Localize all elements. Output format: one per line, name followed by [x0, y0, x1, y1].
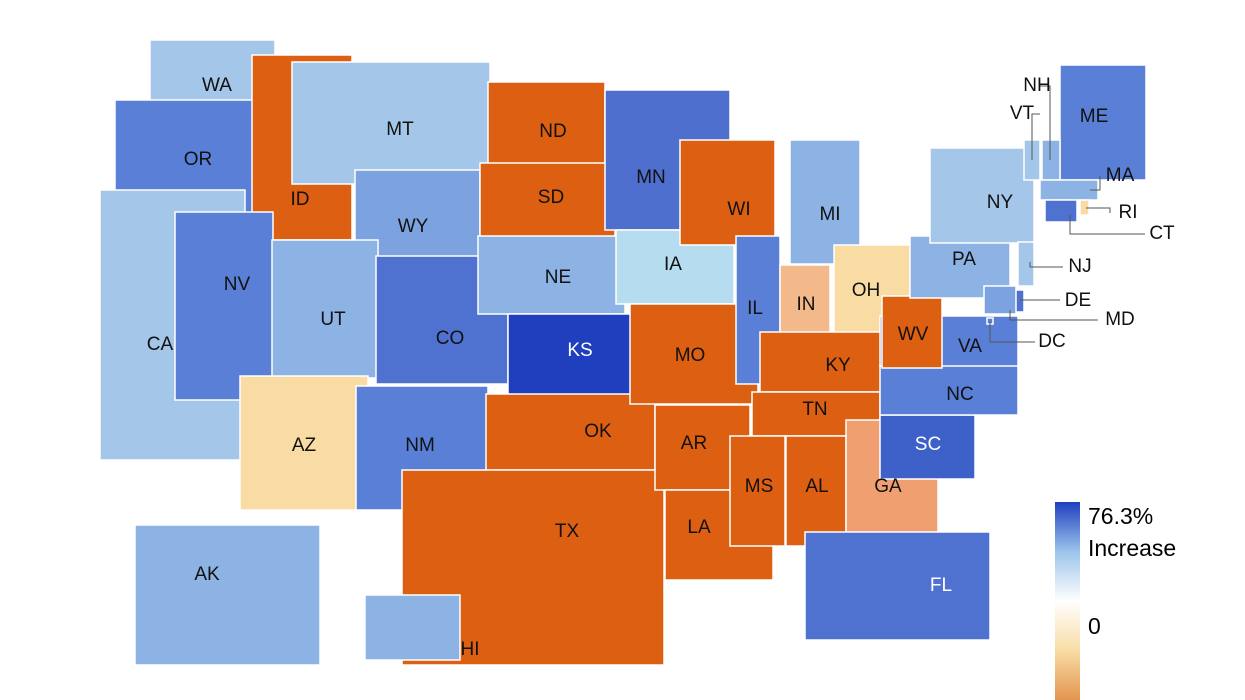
state-label: AR	[681, 433, 707, 454]
state-shape	[174, 211, 274, 401]
legend-max: 76.3%	[1088, 503, 1153, 529]
leader-line	[1029, 262, 1063, 268]
state-label: IL	[747, 298, 763, 319]
state-label: NJ	[1068, 256, 1091, 277]
state-shape	[1044, 199, 1078, 223]
state-label: DC	[1038, 331, 1065, 352]
legend-bar	[1055, 502, 1080, 700]
state-shape	[929, 147, 1035, 244]
state-shape	[804, 531, 991, 641]
leader-line	[1086, 207, 1111, 213]
state-shape	[879, 364, 1019, 416]
leader-line	[989, 322, 1035, 343]
state-shape	[485, 393, 656, 471]
state-shape	[789, 139, 861, 265]
state-label: HI	[461, 639, 480, 660]
legend-zero: 0	[1088, 613, 1101, 639]
state-label: ME	[1080, 106, 1109, 127]
state-shape	[239, 375, 369, 511]
state-label: RI	[1119, 202, 1138, 223]
state-label: ND	[539, 121, 566, 142]
state-shape	[1017, 241, 1035, 287]
state-label: VA	[958, 336, 982, 357]
state-label: PA	[952, 249, 976, 270]
state-label: OK	[584, 421, 612, 442]
state-label: NH	[1023, 75, 1050, 96]
state-label: CO	[436, 328, 465, 349]
legend-caption: Increase	[1088, 535, 1176, 561]
state-label: LA	[687, 517, 711, 538]
state-shape	[729, 435, 786, 547]
state-shape	[364, 594, 461, 661]
state-label: NY	[987, 192, 1014, 213]
state-label: AZ	[292, 435, 317, 456]
state-label: OH	[852, 280, 881, 301]
state-label: TN	[802, 399, 827, 420]
state-shape	[1041, 139, 1061, 181]
state-shape	[134, 524, 321, 666]
state-label: NM	[405, 435, 435, 456]
state-label: CT	[1149, 223, 1175, 244]
state-label: MS	[745, 476, 774, 497]
state-shape	[1059, 64, 1147, 181]
state-label: MT	[386, 119, 414, 140]
state-labels: WA OR CA ID NV MT WY UT AZ CO NM ND SD NE KS OK TX MN IA MO…	[147, 75, 1175, 660]
state-shape	[879, 414, 976, 480]
state-shape	[983, 285, 1017, 315]
state-label: WA	[202, 75, 232, 96]
state-label: VT	[1010, 103, 1035, 124]
leader-line	[1069, 215, 1145, 235]
state-shape	[1039, 179, 1099, 201]
state-label: DE	[1065, 290, 1091, 311]
state-label: KY	[825, 355, 851, 376]
state-label: MO	[675, 345, 706, 366]
state-label: FL	[930, 575, 952, 596]
state-label: WY	[398, 216, 429, 237]
leader-line	[1090, 176, 1101, 191]
state-label: CA	[147, 334, 174, 355]
state-label: WV	[898, 324, 929, 345]
state-label: MI	[819, 204, 840, 225]
state-label: NE	[545, 267, 571, 288]
state-shape	[881, 295, 943, 369]
state-label: GA	[874, 476, 902, 497]
state-label: TX	[555, 521, 580, 542]
states	[99, 39, 1147, 666]
state-label: AK	[194, 564, 220, 585]
state-label: SD	[538, 187, 564, 208]
state-label: MN	[636, 167, 666, 188]
state-shape	[785, 435, 847, 547]
state-shape	[759, 331, 889, 393]
state-label: IA	[664, 254, 682, 275]
state-shape	[679, 139, 776, 246]
state-shape	[291, 61, 491, 185]
state-shape	[479, 162, 616, 246]
state-label: SC	[915, 434, 941, 455]
state-label: NC	[946, 384, 973, 405]
state-label: OR	[184, 149, 213, 170]
state-label: NV	[224, 274, 251, 295]
state-label: ID	[291, 189, 310, 210]
state-label: MD	[1105, 309, 1135, 330]
leader-line	[1009, 310, 1098, 321]
leader-line	[1031, 113, 1040, 160]
state-label: MA	[1106, 165, 1135, 186]
state-label: UT	[320, 309, 346, 330]
leader-lines	[989, 85, 1145, 343]
state-label: KS	[567, 340, 592, 361]
state-label: AL	[805, 476, 828, 497]
state-label: IN	[797, 294, 816, 315]
leader-line	[1040, 85, 1051, 160]
state-label: WI	[727, 199, 750, 220]
